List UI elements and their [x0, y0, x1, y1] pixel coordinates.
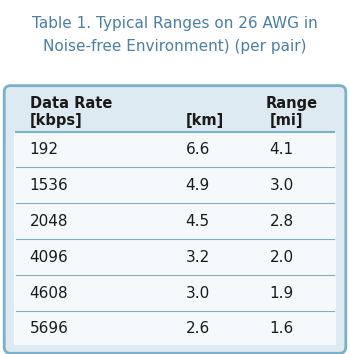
- Text: 4.9: 4.9: [186, 178, 210, 193]
- Bar: [14, 239, 336, 275]
- Text: 192: 192: [30, 142, 59, 157]
- Text: 2.6: 2.6: [186, 321, 210, 336]
- Text: 5696: 5696: [30, 321, 69, 336]
- Bar: [14, 132, 336, 167]
- Text: 4.5: 4.5: [186, 214, 210, 229]
- Text: 2.0: 2.0: [270, 250, 294, 265]
- Text: 1.6: 1.6: [270, 321, 294, 336]
- Text: Range: Range: [266, 96, 318, 112]
- Text: Table 1. Typical Ranges on 26 AWG in: Table 1. Typical Ranges on 26 AWG in: [32, 16, 318, 30]
- Text: 1.9: 1.9: [270, 286, 294, 301]
- Text: 4096: 4096: [30, 250, 69, 265]
- Text: 6.6: 6.6: [186, 142, 210, 157]
- Bar: [14, 275, 336, 311]
- Text: Data Rate: Data Rate: [30, 96, 112, 112]
- Text: 3.0: 3.0: [186, 286, 210, 301]
- Bar: [14, 167, 336, 203]
- Text: Noise-free Environment) (per pair): Noise-free Environment) (per pair): [43, 39, 307, 54]
- Text: [km]: [km]: [186, 113, 224, 128]
- Text: 1536: 1536: [30, 178, 69, 193]
- Text: [mi]: [mi]: [270, 113, 303, 128]
- Text: 4.1: 4.1: [270, 142, 294, 157]
- Bar: [14, 311, 336, 345]
- Text: 3.0: 3.0: [270, 178, 294, 193]
- Bar: [14, 203, 336, 239]
- Text: 4608: 4608: [30, 286, 68, 301]
- Text: 3.2: 3.2: [186, 250, 210, 265]
- FancyBboxPatch shape: [4, 86, 346, 353]
- Text: 2048: 2048: [30, 214, 68, 229]
- Text: 2.8: 2.8: [270, 214, 294, 229]
- Text: [kbps]: [kbps]: [30, 113, 83, 128]
